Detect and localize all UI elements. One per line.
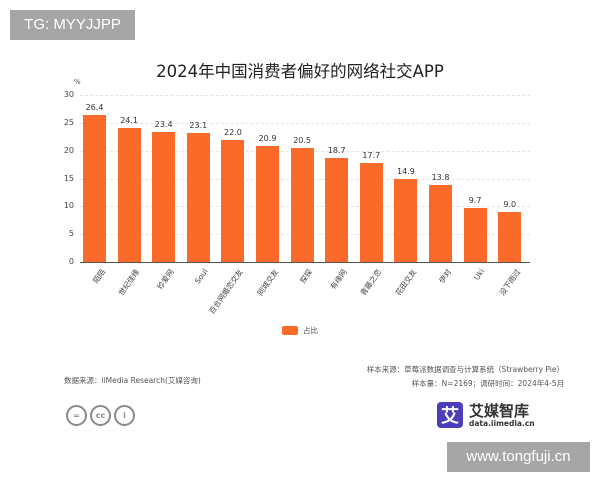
gridline (80, 122, 530, 124)
cc-by-icon: i (114, 405, 135, 426)
logo-name: 艾媒智库 (469, 401, 530, 420)
bar-value-label: 17.7 (362, 151, 381, 161)
x-category-label: 同城交友 (255, 267, 280, 298)
x-category-label: 探探 (298, 267, 315, 286)
bar (117, 127, 141, 262)
cc-icon: cc (90, 405, 111, 426)
iimedia-logo: 艾 艾媒智库 data.iimedia.cn (437, 402, 535, 428)
logo-mark-icon: 艾 (437, 402, 463, 428)
chart-title: 2024年中国消费者偏好的网络社交APP (156, 62, 444, 81)
x-category-label: Soul (193, 267, 210, 286)
legend: 占比 (282, 325, 318, 336)
x-category-label: 百合网婚恋交友 (207, 267, 246, 316)
bar-value-label: 23.4 (154, 119, 173, 129)
bar-value-label: 13.8 (431, 173, 450, 183)
bar-value-label: 18.7 (327, 145, 346, 155)
x-category-label: 陌陌 (90, 267, 107, 286)
cc-nd-icon: = (66, 405, 87, 426)
sample-info: 样本量：N=2169；调研时间：2024年4-5月 (411, 379, 564, 388)
y-tick-label: 30 (63, 90, 74, 99)
x-category-label: 伊对 (436, 267, 453, 286)
bar (221, 139, 245, 262)
x-category-label: 花田交友 (393, 267, 419, 298)
license-icons: = cc i (66, 405, 135, 426)
bar (359, 163, 383, 262)
x-category-label: 有缘网 (328, 267, 349, 292)
bar-value-label: 14.9 (396, 167, 415, 177)
legend-label: 占比 (303, 326, 318, 335)
y-tick-label: 10 (63, 201, 74, 211)
gridline (80, 95, 530, 96)
bar (256, 145, 279, 262)
bar-value-label: 26.4 (85, 103, 104, 113)
bar-value-label: 24.1 (120, 115, 138, 125)
bar (186, 133, 210, 262)
x-category-label: 青藤之恋 (358, 267, 384, 298)
watermark-top-left: TG: MYYJJPP (10, 10, 135, 40)
y-tick-label: 5 (68, 229, 74, 239)
x-category-label: 珍爱网 (155, 267, 176, 292)
bar-value-label: 9.0 (503, 199, 517, 209)
logo-url: data.iimedia.cn (469, 418, 535, 428)
bar-value-label: 22.0 (223, 127, 242, 137)
plot-area: 0 5 10 15 20 25 30 26.4 陌陌 24.1 世纪佳缘 23.4 珍爱网 23.1 Sou… (63, 90, 530, 316)
x-category-label: 没下雨过 (497, 267, 522, 298)
bar (463, 208, 487, 262)
y-tick-label: 0 (68, 257, 74, 266)
legend-swatch (282, 326, 298, 335)
bar (325, 157, 349, 262)
bar (429, 185, 452, 262)
bar (83, 115, 106, 262)
bar-value-label: 9.7 (468, 196, 482, 205)
bar-value-label: 23.1 (189, 121, 208, 131)
y-axis-unit: % (74, 78, 81, 86)
data-source: 数据来源：iiMedia Research(艾媒咨询) (64, 376, 201, 385)
watermark-bottom-right: www.tongfuji.cn (447, 442, 590, 472)
bar (152, 131, 176, 262)
bar-value-label: 20.9 (258, 133, 277, 143)
x-category-label: Uki (472, 267, 487, 282)
bar (498, 211, 522, 262)
bar (394, 179, 418, 262)
bar (290, 147, 314, 262)
y-tick-label: 15 (63, 173, 74, 183)
x-category-label: 世纪佳缘 (116, 267, 142, 298)
bar-value-label: 20.5 (293, 135, 311, 145)
sample-source: 样本来源：草莓派数据调查与计算系统（Strawberry Pie） (366, 365, 564, 374)
y-tick-label: 20 (63, 145, 74, 155)
y-tick-label: 25 (63, 117, 74, 127)
x-axis-line (80, 262, 530, 263)
